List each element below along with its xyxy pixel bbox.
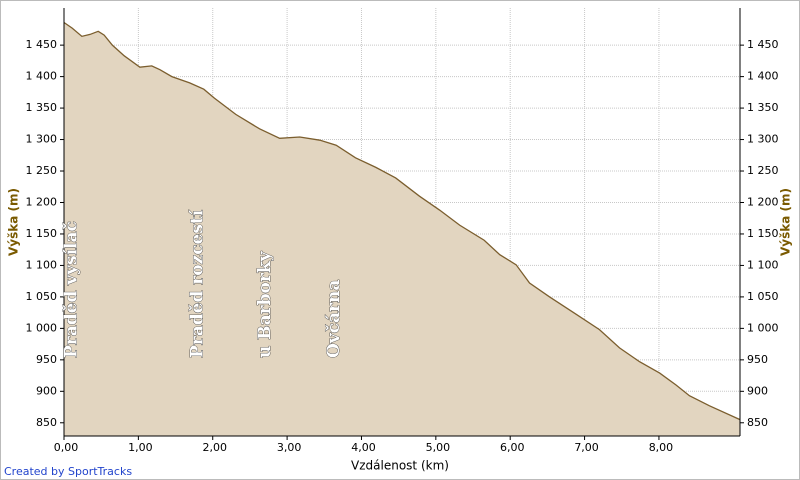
y-tick-label: 1 050	[26, 290, 58, 303]
x-tick-label: 1,00	[128, 441, 153, 454]
credit-link[interactable]: Created by SportTracks	[4, 465, 132, 478]
y2-tick-label: 850	[747, 416, 768, 429]
y2-tick-label: 1 450	[747, 38, 779, 51]
y-tick-label: 1 350	[26, 101, 58, 114]
y-tick-label: 1 450	[26, 38, 58, 51]
x-axis-label: Vzdálenost (km)	[351, 459, 449, 473]
y2-tick-label: 1 250	[747, 164, 779, 177]
y2-tick-label: 1 050	[747, 290, 779, 303]
x-tick-label: 2,00	[202, 441, 227, 454]
x-tick-label: 3,00	[277, 441, 302, 454]
y2-tick-label: 1 400	[747, 70, 779, 83]
y2-tick-label: 1 000	[747, 321, 779, 334]
annotation: u Barborky	[255, 250, 275, 358]
y-tick-label: 1 000	[26, 321, 58, 334]
y-tick-label: 950	[36, 353, 57, 366]
x-tick-label: 0,00	[54, 441, 79, 454]
y2-tick-label: 1 200	[747, 195, 779, 208]
y-tick-label: 1 200	[26, 195, 58, 208]
y2-tick-label: 900	[747, 384, 768, 397]
y-tick-label: 850	[36, 416, 57, 429]
y-tick-label: 1 100	[26, 258, 58, 271]
x-tick-label: 7,00	[574, 441, 599, 454]
y2-tick-label: 1 300	[747, 133, 779, 146]
y-axis-label: Výška (m)	[7, 188, 21, 256]
area-fill	[64, 22, 740, 436]
y2-tick-label: 1 150	[747, 227, 779, 240]
y2-tick-label: 1 350	[747, 101, 779, 114]
annotation: Praděd rozcestí	[187, 209, 207, 358]
x-tick-label: 6,00	[500, 441, 525, 454]
x-tick-label: 8,00	[649, 441, 674, 454]
y2-tick-label: 1 100	[747, 258, 779, 271]
x-tick-label: 5,00	[426, 441, 451, 454]
y-tick-label: 1 150	[26, 227, 58, 240]
y2-tick-label: 950	[747, 353, 768, 366]
y2-axis-label: Výška (m)	[779, 188, 793, 256]
y-tick-label: 900	[36, 384, 57, 397]
y-tick-label: 1 400	[26, 70, 58, 83]
x-tick-label: 4,00	[351, 441, 376, 454]
y-tick-label: 1 250	[26, 164, 58, 177]
annotation: Praděd vysílač	[62, 221, 82, 358]
y-tick-label: 1 300	[26, 133, 58, 146]
profile-line	[63, 21, 741, 421]
annotation: Ovčárna	[324, 280, 344, 358]
